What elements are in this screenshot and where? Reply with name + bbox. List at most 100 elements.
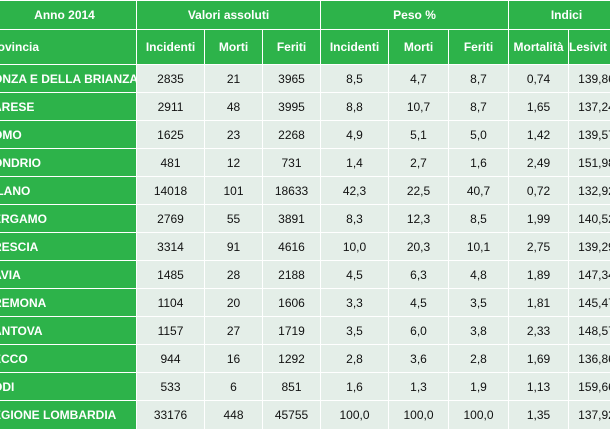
value-cell: 1,3 <box>388 372 450 401</box>
col-header-morti-pct: Morti <box>388 29 450 65</box>
value-cell: 1,65 <box>508 92 570 121</box>
value-cell: 48 <box>204 92 263 121</box>
value-cell: 1,99 <box>508 204 570 233</box>
value-cell: 3314 <box>136 232 205 261</box>
value-cell: 100,0 <box>320 400 390 430</box>
value-cell: 2188 <box>261 260 322 289</box>
group-header-peso: Peso % <box>320 0 510 30</box>
value-cell: 2835 <box>136 64 205 93</box>
value-cell: 20,3 <box>388 232 450 261</box>
value-cell: 148,57 <box>568 316 610 345</box>
value-cell: 1,81 <box>508 288 570 317</box>
value-cell: 136,86 <box>568 344 610 373</box>
value-cell: 16 <box>204 344 263 373</box>
col-header-morti: Morti <box>204 29 263 65</box>
value-cell: 91 <box>204 232 263 261</box>
column-header-row: rovincia Incidenti Morti Feriti Incident… <box>0 29 610 65</box>
provincia-cell: ONZA E DELLA BRIANZA <box>0 64 137 93</box>
value-cell: 101 <box>204 176 263 205</box>
value-cell: 1,35 <box>508 400 570 430</box>
value-cell: 3965 <box>261 64 322 93</box>
value-cell: 33176 <box>136 400 205 430</box>
value-cell: 139,86 <box>568 64 610 93</box>
provincia-cell: REMONA <box>0 288 137 317</box>
value-cell: 10,1 <box>448 232 510 261</box>
provincia-cell: EGIONE LOMBARDIA <box>0 400 137 430</box>
value-cell: 10,7 <box>388 92 450 121</box>
value-cell: 8,3 <box>320 204 390 233</box>
table-row: EGIONE LOMBARDIA 33176 448 45755 100,0 100,0 1… <box>0 400 610 430</box>
value-cell: 12,3 <box>388 204 450 233</box>
value-cell: 1625 <box>136 120 205 149</box>
value-cell: 8,7 <box>448 64 510 93</box>
col-header-incidenti-pct: Incidenti <box>320 29 390 65</box>
value-cell: 8,5 <box>448 204 510 233</box>
value-cell: 100,0 <box>448 400 510 430</box>
value-cell: 42,3 <box>320 176 390 205</box>
provincia-cell: RESCIA <box>0 232 137 261</box>
year-header: Anno 2014 <box>0 0 137 30</box>
value-cell: 731 <box>261 148 322 177</box>
provincia-cell: ECCO <box>0 344 137 373</box>
value-cell: 137,92 <box>568 400 610 430</box>
value-cell: 1,89 <box>508 260 570 289</box>
value-cell: 1,6 <box>320 372 390 401</box>
value-cell: 1,4 <box>320 148 390 177</box>
value-cell: 132,92 <box>568 176 610 205</box>
value-cell: 8,8 <box>320 92 390 121</box>
value-cell: 147,34 <box>568 260 610 289</box>
value-cell: 448 <box>204 400 263 430</box>
value-cell: 2,8 <box>320 344 390 373</box>
col-header-lesivita: Lesivit <box>568 29 610 65</box>
value-cell: 481 <box>136 148 205 177</box>
value-cell: 4,5 <box>320 260 390 289</box>
value-cell: 1292 <box>261 344 322 373</box>
provincia-cell: OMO <box>0 120 137 149</box>
value-cell: 2911 <box>136 92 205 121</box>
value-cell: 4,7 <box>388 64 450 93</box>
value-cell: 3891 <box>261 204 322 233</box>
provincia-cell: ANTOVA <box>0 316 137 345</box>
value-cell: 1485 <box>136 260 205 289</box>
value-cell: 22,5 <box>388 176 450 205</box>
value-cell: 137,24 <box>568 92 610 121</box>
value-cell: 139,57 <box>568 120 610 149</box>
value-cell: 6,0 <box>388 316 450 345</box>
col-header-incidenti: Incidenti <box>136 29 205 65</box>
value-cell: 55 <box>204 204 263 233</box>
value-cell: 0,74 <box>508 64 570 93</box>
value-cell: 3995 <box>261 92 322 121</box>
value-cell: 1104 <box>136 288 205 317</box>
col-header-mortalita: Mortalità <box>508 29 570 65</box>
value-cell: 12 <box>204 148 263 177</box>
value-cell: 1606 <box>261 288 322 317</box>
provincia-cell: AVIA <box>0 260 137 289</box>
value-cell: 4616 <box>261 232 322 261</box>
value-cell: 10,0 <box>320 232 390 261</box>
value-cell: 944 <box>136 344 205 373</box>
value-cell: 5,1 <box>388 120 450 149</box>
provincia-cell: ARESE <box>0 92 137 121</box>
value-cell: 2,49 <box>508 148 570 177</box>
value-cell: 140,52 <box>568 204 610 233</box>
value-cell: 3,3 <box>320 288 390 317</box>
value-cell: 533 <box>136 372 205 401</box>
value-cell: 8,7 <box>448 92 510 121</box>
value-cell: 1,13 <box>508 372 570 401</box>
value-cell: 8,5 <box>320 64 390 93</box>
value-cell: 2,75 <box>508 232 570 261</box>
provincia-cell: ILANO <box>0 176 137 205</box>
value-cell: 27 <box>204 316 263 345</box>
group-header-row: Anno 2014 Valori assoluti Peso % Indici <box>0 0 610 30</box>
